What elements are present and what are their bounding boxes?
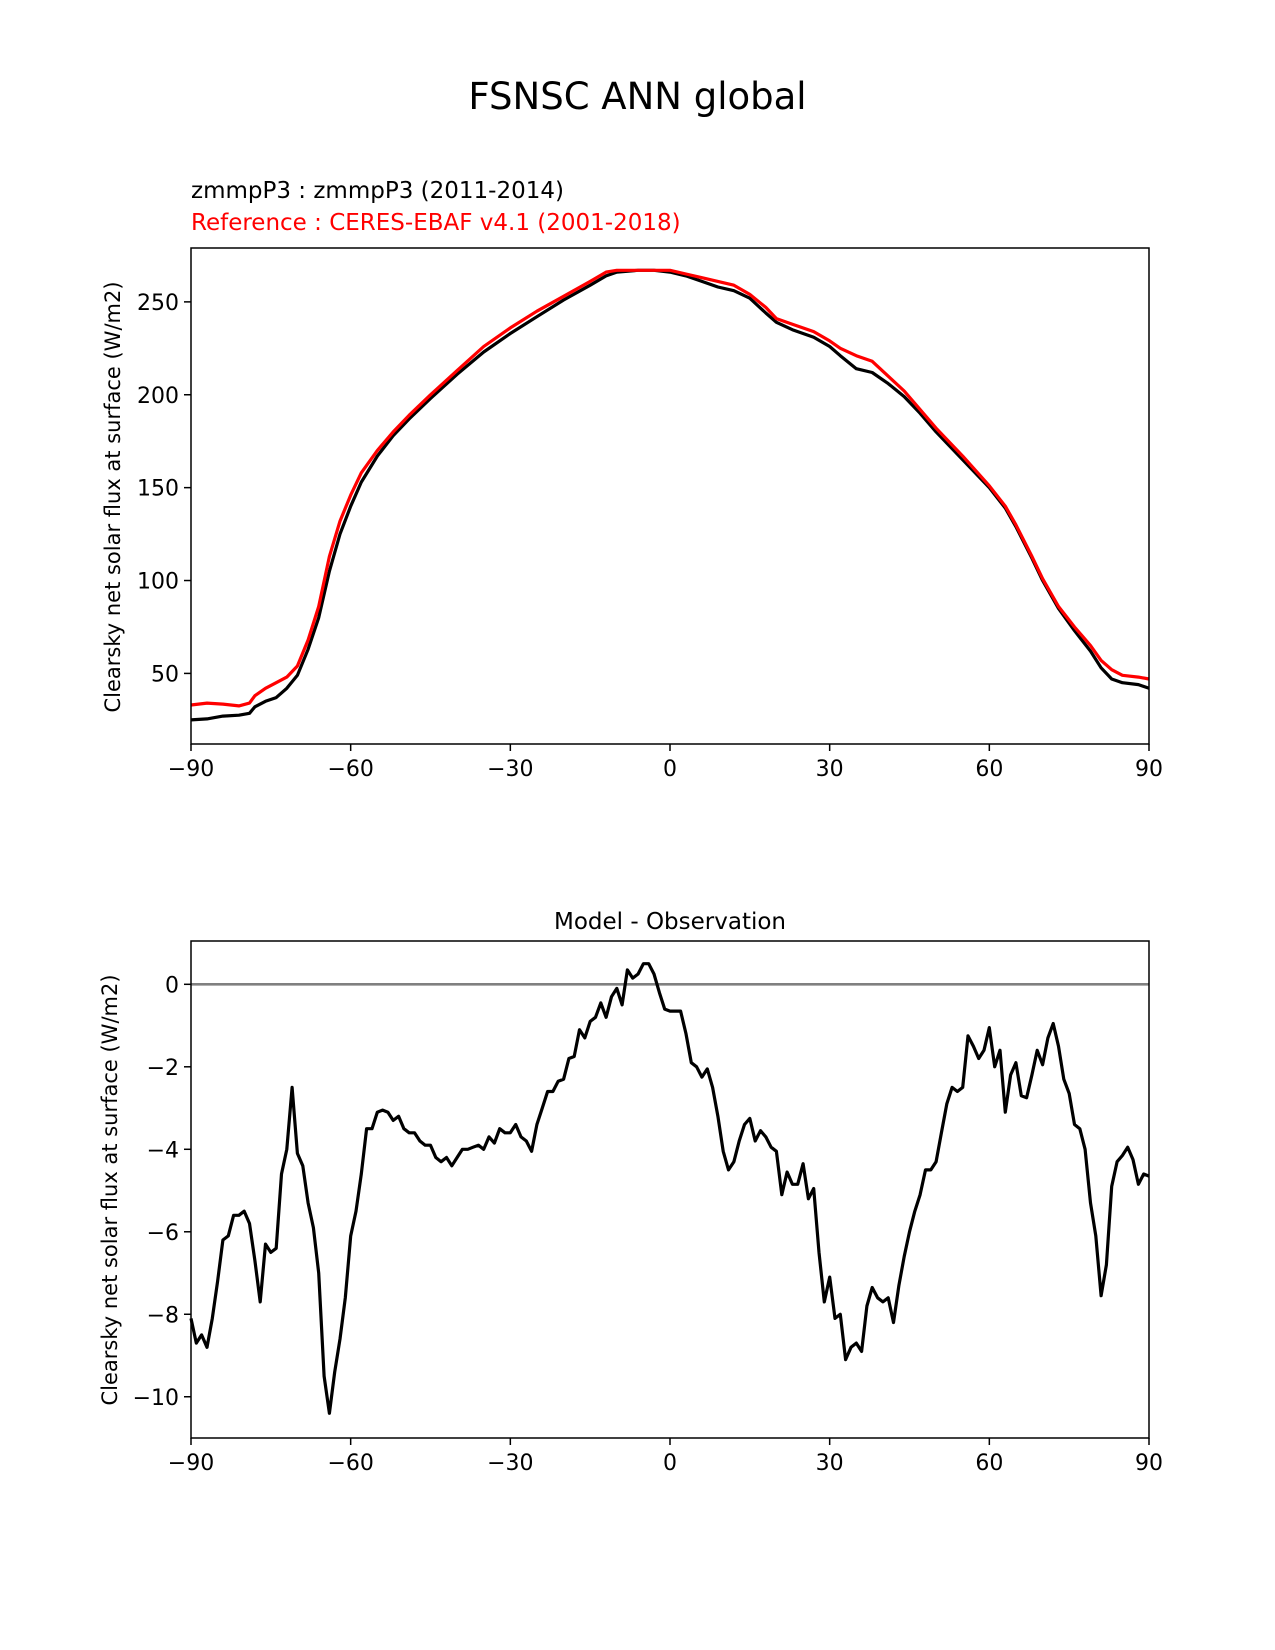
figure-title: FSNSC ANN global — [468, 75, 806, 118]
reference-label: Reference : CERES-EBAF v4.1 (2001-2018) — [191, 210, 681, 236]
bottom-x-tick-label: −60 — [327, 1451, 373, 1476]
top-y-tick-label: 150 — [137, 477, 179, 502]
bottom-y-tick-label: −10 — [133, 1386, 179, 1411]
top-x-tick-label: −30 — [487, 757, 533, 782]
bottom-x-tick-label: 30 — [816, 1451, 844, 1476]
top-y-tick-label: 250 — [137, 291, 179, 316]
bottom-y-tick-label: −6 — [147, 1221, 179, 1246]
top-test-line — [190, 268, 1150, 722]
bottom-plot-lines — [189, 962, 1150, 1415]
top-plot-lines — [190, 268, 1150, 722]
bottom-difference-line — [189, 962, 1150, 1415]
top-x-tick-label: 60 — [975, 757, 1003, 782]
bottom-x-ticks: −90 −60 −30 0 30 60 90 — [168, 1438, 1163, 1476]
bottom-x-tick-label: −30 — [487, 1451, 533, 1476]
bottom-y-tick-label: −4 — [147, 1138, 179, 1163]
bottom-x-tick-label: 0 — [663, 1451, 677, 1476]
top-plot-frame — [190, 247, 1150, 745]
bottom-y-tick-label: −8 — [147, 1303, 179, 1328]
top-x-tick-label: 30 — [816, 757, 844, 782]
top-x-tick-label: 0 — [663, 757, 677, 782]
bottom-y-tick-label: 0 — [165, 973, 179, 998]
top-x-tick-label: −90 — [168, 757, 214, 782]
test-run-label: zmmpP3 : zmmpP3 (2011-2014) — [191, 178, 564, 204]
top-y-axis-label: Clearsky net solar flux at surface (W/m2… — [101, 281, 125, 712]
top-x-ticks: −90 −60 −30 0 30 60 90 — [168, 744, 1163, 782]
top-y-tick-label: 100 — [137, 570, 179, 595]
bottom-x-tick-label: 60 — [975, 1451, 1003, 1476]
top-y-tick-label: 200 — [137, 384, 179, 409]
bottom-x-tick-label: 90 — [1135, 1451, 1163, 1476]
bottom-x-tick-label: −90 — [168, 1451, 214, 1476]
bottom-panel: Model - Observation Clearsky net solar f… — [98, 909, 1163, 1476]
top-panel: zmmpP3 : zmmpP3 (2011-2014) Reference : … — [101, 178, 1163, 782]
top-y-tick-label: 50 — [151, 662, 179, 687]
bottom-y-tick-label: −2 — [147, 1056, 179, 1081]
bottom-y-ticks: −10 −8 −6 −4 −2 0 — [133, 973, 191, 1411]
difference-title: Model - Observation — [554, 909, 786, 935]
bottom-plot-frame — [190, 940, 1150, 1439]
top-x-tick-label: −60 — [327, 757, 373, 782]
top-x-tick-label: 90 — [1135, 757, 1163, 782]
bottom-y-axis-label: Clearsky net solar flux at surface (W/m2… — [98, 974, 122, 1405]
top-reference-line — [190, 268, 1150, 708]
top-y-ticks: 50 100 150 200 250 — [137, 291, 191, 687]
